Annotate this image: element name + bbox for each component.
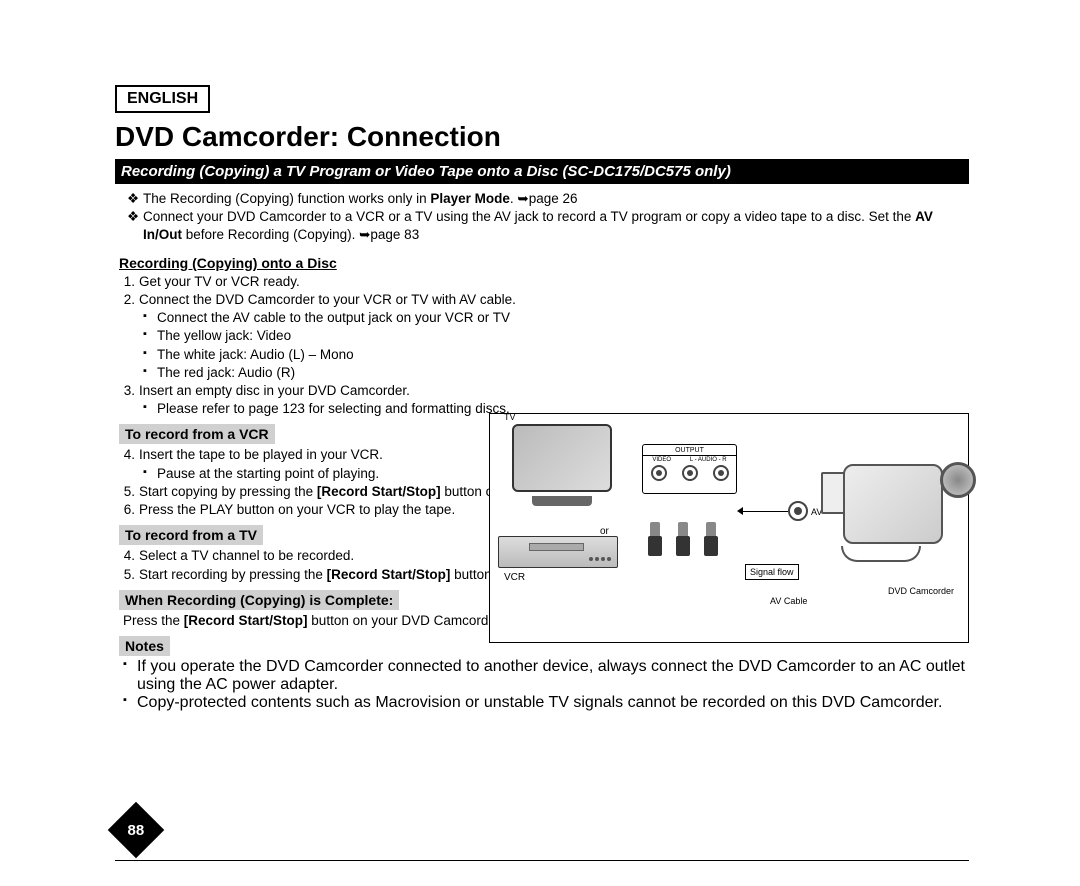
intro-list: ❖ The Recording (Copying) function works…: [127, 190, 969, 245]
sub-step-text: Please refer to page 123 for selecting a…: [157, 400, 510, 418]
square-bullet-icon: ▪: [143, 400, 157, 418]
connection-line: [740, 511, 788, 512]
sub-step-text: Connect the AV cable to the output jack …: [157, 309, 510, 327]
step-text: Start copying by pressing the: [139, 484, 317, 499]
step-bold: [Record Start/Stop]: [317, 484, 441, 499]
square-bullet-icon: ▪: [143, 346, 157, 364]
note-text: If you operate the DVD Camcorder connect…: [137, 658, 969, 694]
subheading-complete: When Recording (Copying) is Complete:: [119, 590, 399, 610]
page-content: ENGLISH DVD Camcorder: Connection Record…: [115, 85, 969, 712]
intro-text: before Recording (Copying). ➥page 83: [182, 227, 419, 242]
output-panel: OUTPUT VIDEO L - AUDIO - R: [642, 444, 737, 494]
connection-diagram: TV or VCR OUTPUT VIDEO L - AUDIO - R: [489, 413, 969, 643]
square-bullet-icon: ▪: [123, 694, 137, 712]
subheading-vcr: To record from a VCR: [119, 424, 275, 444]
av-port-icon: [788, 501, 808, 521]
section-bar: Recording (Copying) a TV Program or Vide…: [115, 159, 969, 184]
page-number: 88: [128, 822, 145, 839]
output-title: OUTPUT: [643, 447, 736, 456]
vcr-label: VCR: [504, 572, 525, 583]
sub-step-text: The red jack: Audio (R): [157, 364, 295, 382]
square-bullet-icon: ▪: [143, 465, 157, 483]
note-text: Copy-protected contents such as Macrovis…: [137, 694, 942, 712]
subheading-recording: Recording (Copying) onto a Disc: [119, 255, 969, 271]
audio-label: L - AUDIO - R: [690, 457, 727, 463]
complete-text: Press the: [123, 613, 184, 628]
square-bullet-icon: ▪: [123, 658, 137, 694]
step-text: Press the PLAY button on your VCR to pla…: [139, 501, 455, 519]
step-text: Insert the tape to be played in your VCR…: [139, 446, 383, 464]
sub-step-text: The yellow jack: Video: [157, 327, 291, 345]
square-bullet-icon: ▪: [143, 327, 157, 345]
intro-text: The Recording (Copying) function works o…: [143, 191, 430, 206]
subheading-tv: To record from a TV: [119, 525, 263, 545]
page-title: DVD Camcorder: Connection: [115, 121, 969, 153]
square-bullet-icon: ▪: [143, 364, 157, 382]
intro-text: . ➥page 26: [510, 191, 578, 206]
page-number-badge: 88: [108, 802, 165, 859]
camcorder-label: DVD Camcorder: [888, 586, 954, 596]
step-text: Select a TV channel to be recorded.: [139, 547, 354, 565]
diamond-bullet-icon: ❖: [127, 208, 143, 244]
tv-label: TV: [504, 412, 516, 422]
step-text: Get your TV or VCR ready.: [139, 273, 300, 291]
step-text: Insert an empty disc in your DVD Camcord…: [139, 382, 410, 400]
tv-icon: [502, 424, 622, 519]
av-plugs: [648, 522, 718, 556]
intro-bold: Player Mode: [430, 191, 510, 206]
video-label: VIDEO: [652, 457, 671, 463]
square-bullet-icon: ▪: [143, 309, 157, 327]
step-text: Start recording by pressing the: [139, 567, 327, 582]
sub-step-text: Pause at the starting point of playing.: [157, 465, 379, 483]
step-bold: [Record Start/Stop]: [327, 567, 451, 582]
vcr-icon: [498, 536, 618, 568]
step-text: Connect the DVD Camcorder to your VCR or…: [139, 291, 516, 309]
language-box: ENGLISH: [115, 85, 210, 113]
camcorder-icon: [813, 444, 958, 579]
rca-jack-icon: [651, 465, 667, 481]
rca-jack-icon: [682, 465, 698, 481]
rca-jack-icon: [713, 465, 729, 481]
diamond-bullet-icon: ❖: [127, 190, 143, 208]
complete-bold: [Record Start/Stop]: [184, 613, 308, 628]
footer-rule: [115, 860, 969, 861]
sub-step-text: The white jack: Audio (L) – Mono: [157, 346, 354, 364]
subheading-notes: Notes: [119, 636, 170, 656]
av-cable-label: AV Cable: [770, 596, 807, 606]
intro-text: Connect your DVD Camcorder to a VCR or a…: [143, 209, 915, 224]
signal-flow-label: Signal flow: [745, 564, 799, 580]
